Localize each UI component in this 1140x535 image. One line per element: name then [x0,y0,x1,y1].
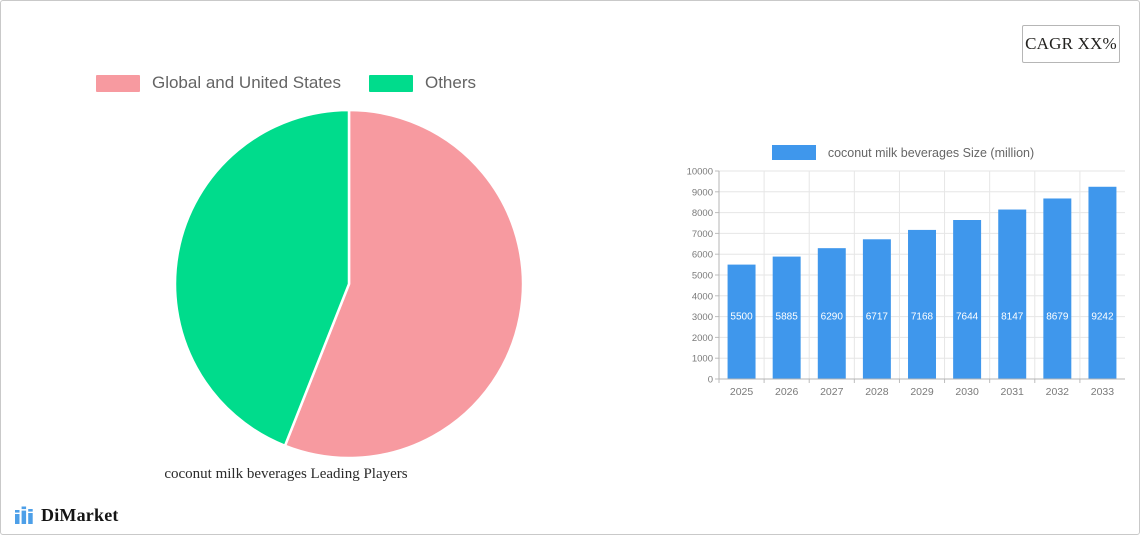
x-tick-label-2028: 2028 [865,386,889,398]
y-tick-label-3: 3000 [692,312,713,323]
y-tick-label-10: 10000 [687,167,713,178]
bar-value-label-2032: 8679 [1046,312,1069,323]
bar-chart-svg: 0 1000 2000 3000 4000 5000 6000 7000 8000 9000 100… [687,167,1125,398]
pie-legend-swatch-1 [368,74,413,92]
y-tick-label-0: 0 [708,375,713,386]
x-tick-label-2031: 2031 [1001,386,1025,398]
pie-legend-swatch-0 [95,74,140,92]
bar-value-label-2031: 8147 [1001,312,1024,323]
pie-chart-panel: Global and United States Others coconut … [1,61,571,501]
bar-2028 [862,239,891,379]
x-tick-label-2027: 2027 [820,386,844,398]
bar-chart-panel: coconut milk beverages Size (million) 0 1… [677,141,1129,409]
pie-legend-label-1: Others [424,73,477,92]
x-tick-label-2026: 2026 [775,386,799,398]
pie-chart-caption: coconut milk beverages Leading Players [164,466,408,482]
x-tick-label-2029: 2029 [910,386,934,398]
cagr-badge: CAGR XX% [1022,25,1120,63]
bar-2033 [1088,186,1117,379]
x-tick-label-2032: 2032 [1046,386,1070,398]
bar-value-label-2027: 6290 [821,312,844,323]
pie-legend-item-1: Others [368,73,477,93]
bar-2029 [908,229,936,379]
pie-legend: Global and United States Others [1,73,571,93]
bar-legend: coconut milk beverages Size (million) [677,145,1129,160]
y-tick-label-7: 7000 [692,229,713,240]
pie-slice-1 [174,109,351,448]
bar-value-label-2028: 6717 [866,312,889,323]
bar-2025 [727,264,756,379]
bar-2026 [772,256,801,379]
y-tick-label-5: 5000 [692,271,713,282]
bar-2030 [953,220,982,379]
bar-2032 [1043,198,1072,379]
y-tick-label-4: 4000 [692,291,713,302]
x-tick-label-2030: 2030 [955,386,979,398]
bar-2027 [817,248,846,379]
cagr-badge-label: CAGR XX% [1025,34,1117,53]
bar-value-label-2025: 5500 [730,312,753,323]
pie-legend-label-0: Global and United States [151,73,341,92]
bar-value-label-2030: 7644 [956,312,979,323]
x-tick-label-2025: 2025 [730,386,754,398]
pie-slice-0 [283,109,524,459]
bar-chart-bars: 5500 5885 6290 6717 7168 7644 8147 8679 9242 [727,186,1117,379]
bar-value-label-2026: 5885 [776,312,799,323]
brand-logo: DiMarket [15,506,119,524]
y-tick-label-2: 2000 [692,333,713,344]
y-tick-label-8: 8000 [692,208,713,219]
bar-2031 [998,209,1027,379]
bar-chart-x-axis: 2025 2026 2027 2028 2029 2030 2031 2032 2033 [718,378,1125,398]
pie-chart [174,109,524,459]
bar-chart-y-axis: 0 1000 2000 3000 4000 5000 6000 7000 8000 9000 100… [687,167,720,386]
bar-legend-swatch-0 [771,145,816,160]
x-tick-label-2033: 2033 [1091,386,1115,398]
brand-name: DiMarket [41,505,119,525]
y-tick-label-6: 6000 [692,250,713,261]
bar-value-label-2029: 7168 [911,312,934,323]
bar-legend-label-0: coconut milk beverages Size (million) [827,145,1035,160]
bar-chart-logo-icon [15,506,33,524]
pie-legend-item-0: Global and United States [95,73,341,93]
pie-chart-svg [174,109,524,459]
bar-value-label-2033: 9242 [1091,312,1114,323]
y-tick-label-1: 1000 [692,354,713,365]
bar-legend-item-0: coconut milk beverages Size (million) [771,145,1035,160]
y-tick-label-9: 9000 [692,187,713,198]
